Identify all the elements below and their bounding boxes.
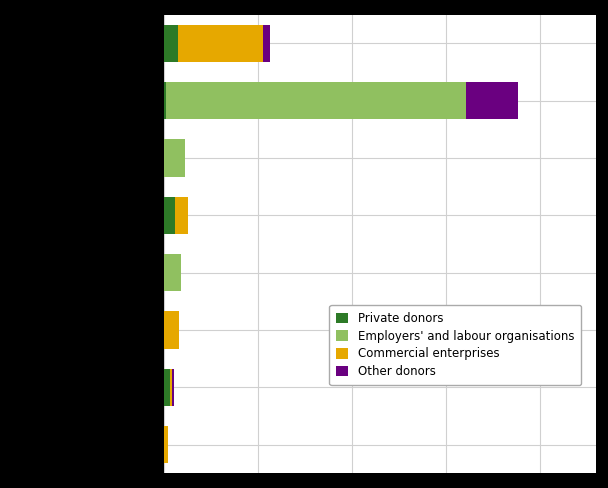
Bar [263,25,270,62]
Bar [466,82,518,119]
Bar [176,197,188,234]
Bar [178,25,263,62]
Bar [164,311,179,348]
Bar [164,426,168,463]
Bar [164,197,176,234]
Bar [164,254,181,291]
Bar [166,82,466,119]
Bar [171,369,173,406]
Bar [164,82,166,119]
Bar [170,369,171,406]
Legend: Private donors, Employers' and labour organisations, Commercial enterprises, Oth: Private donors, Employers' and labour or… [330,305,581,386]
Bar [164,25,178,62]
Bar [164,369,170,406]
Bar [164,140,185,177]
